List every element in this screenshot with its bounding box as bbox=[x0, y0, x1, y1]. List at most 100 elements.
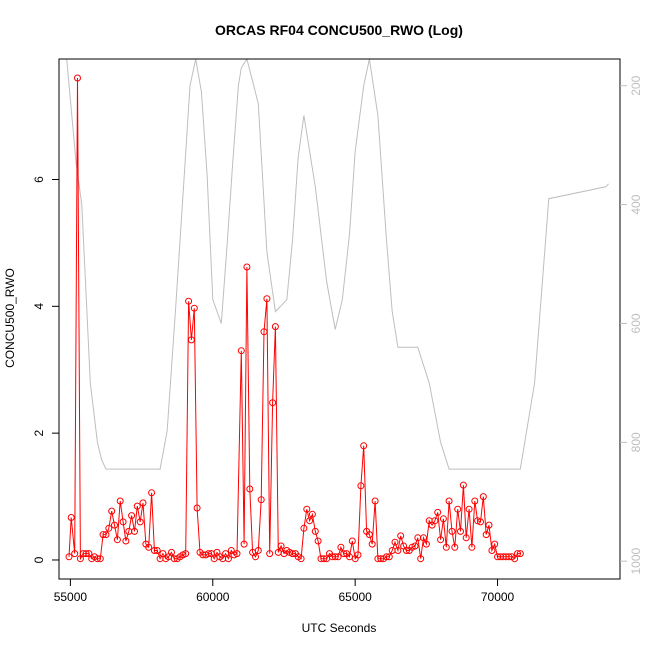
data-point bbox=[82, 550, 90, 558]
y2-tick-label: 800 bbox=[629, 432, 643, 452]
data-point bbox=[348, 537, 356, 545]
data-point bbox=[514, 550, 521, 558]
data-point bbox=[365, 531, 373, 539]
data-point bbox=[437, 536, 445, 544]
data-point bbox=[119, 518, 127, 526]
data-point bbox=[67, 514, 75, 521]
data-point bbox=[462, 534, 470, 542]
data-point bbox=[190, 304, 198, 312]
y-tick-label: 4 bbox=[32, 303, 46, 310]
data-point bbox=[357, 482, 365, 490]
data-point bbox=[420, 534, 427, 542]
data-point bbox=[76, 555, 84, 563]
data-point bbox=[252, 553, 259, 561]
x-axis: 55000 60000 65000 70000 bbox=[54, 579, 515, 604]
data-point bbox=[277, 542, 285, 550]
data-point bbox=[314, 537, 322, 545]
data-point bbox=[122, 537, 130, 545]
primary-series bbox=[65, 74, 524, 563]
data-point bbox=[145, 543, 153, 551]
data-point bbox=[300, 524, 308, 532]
data-point bbox=[168, 548, 175, 556]
data-point bbox=[133, 502, 141, 510]
data-point bbox=[459, 481, 467, 489]
y2-tick-label: 600 bbox=[629, 313, 643, 333]
data-point bbox=[233, 550, 241, 558]
data-point bbox=[222, 550, 230, 558]
y2-tick-label: 400 bbox=[629, 194, 643, 214]
x-tick-label: 65000 bbox=[338, 590, 372, 604]
data-point bbox=[260, 328, 268, 336]
y-axis-label: CONCU500_RWO bbox=[3, 268, 17, 368]
data-point bbox=[360, 442, 368, 450]
data-point bbox=[136, 518, 144, 526]
data-point bbox=[93, 555, 101, 563]
data-point bbox=[297, 555, 305, 563]
data-point bbox=[334, 553, 342, 561]
data-point bbox=[457, 527, 464, 535]
data-point bbox=[454, 505, 462, 513]
data-point bbox=[150, 547, 158, 554]
data-point bbox=[417, 555, 425, 563]
data-point bbox=[102, 531, 110, 539]
x-tick-label: 60000 bbox=[196, 590, 230, 604]
data-point bbox=[471, 497, 479, 505]
data-point bbox=[303, 505, 311, 513]
data-point bbox=[308, 510, 316, 518]
data-point bbox=[224, 555, 232, 563]
secondary-series-line bbox=[66, 59, 609, 470]
data-point bbox=[99, 531, 107, 539]
data-point bbox=[320, 555, 328, 563]
data-point bbox=[448, 527, 456, 535]
data-point bbox=[340, 550, 348, 558]
plot-frame bbox=[58, 58, 621, 580]
data-point bbox=[254, 547, 262, 554]
series-line bbox=[68, 77, 521, 561]
data-point bbox=[445, 497, 453, 505]
data-point bbox=[148, 489, 156, 497]
data-point bbox=[193, 504, 201, 512]
data-point bbox=[269, 399, 277, 407]
data-point bbox=[465, 505, 473, 513]
data-point bbox=[306, 517, 314, 525]
data-point bbox=[113, 536, 121, 544]
data-point bbox=[485, 521, 493, 529]
data-point bbox=[368, 540, 376, 548]
chart-title: ORCAS RF04 CONCU500_RWO (Log) bbox=[215, 22, 463, 38]
data-point bbox=[131, 527, 138, 535]
data-point bbox=[383, 553, 390, 561]
data-point bbox=[128, 512, 136, 520]
data-point bbox=[185, 297, 193, 305]
data-point bbox=[187, 336, 195, 344]
data-point bbox=[240, 540, 248, 548]
y-tick-label: 2 bbox=[32, 429, 46, 436]
data-point bbox=[159, 550, 167, 558]
data-point bbox=[182, 550, 190, 558]
data-point bbox=[337, 543, 345, 551]
data-point bbox=[96, 555, 104, 563]
data-point bbox=[482, 531, 490, 539]
y2-tick-label: 200 bbox=[629, 75, 643, 95]
data-point bbox=[451, 543, 459, 551]
data-point bbox=[468, 543, 476, 551]
data-point bbox=[237, 347, 245, 355]
data-point bbox=[439, 515, 447, 523]
data-point bbox=[422, 540, 430, 548]
data-point bbox=[65, 553, 73, 561]
y-tick-label: 0 bbox=[32, 556, 46, 563]
data-point bbox=[246, 485, 254, 493]
data-point bbox=[111, 521, 118, 529]
data-point bbox=[263, 295, 271, 303]
data-point bbox=[271, 323, 279, 331]
data-point bbox=[108, 507, 116, 515]
data-point bbox=[442, 543, 450, 551]
y-axis: 0 2 4 6 bbox=[32, 176, 59, 563]
data-point bbox=[516, 550, 524, 558]
data-point bbox=[153, 547, 161, 554]
y2-axis: 200 400 600 800 1000 bbox=[620, 75, 643, 575]
data-point bbox=[411, 542, 419, 550]
x-tick-label: 55000 bbox=[54, 590, 88, 604]
data-point bbox=[397, 532, 405, 540]
data-point bbox=[434, 508, 442, 516]
